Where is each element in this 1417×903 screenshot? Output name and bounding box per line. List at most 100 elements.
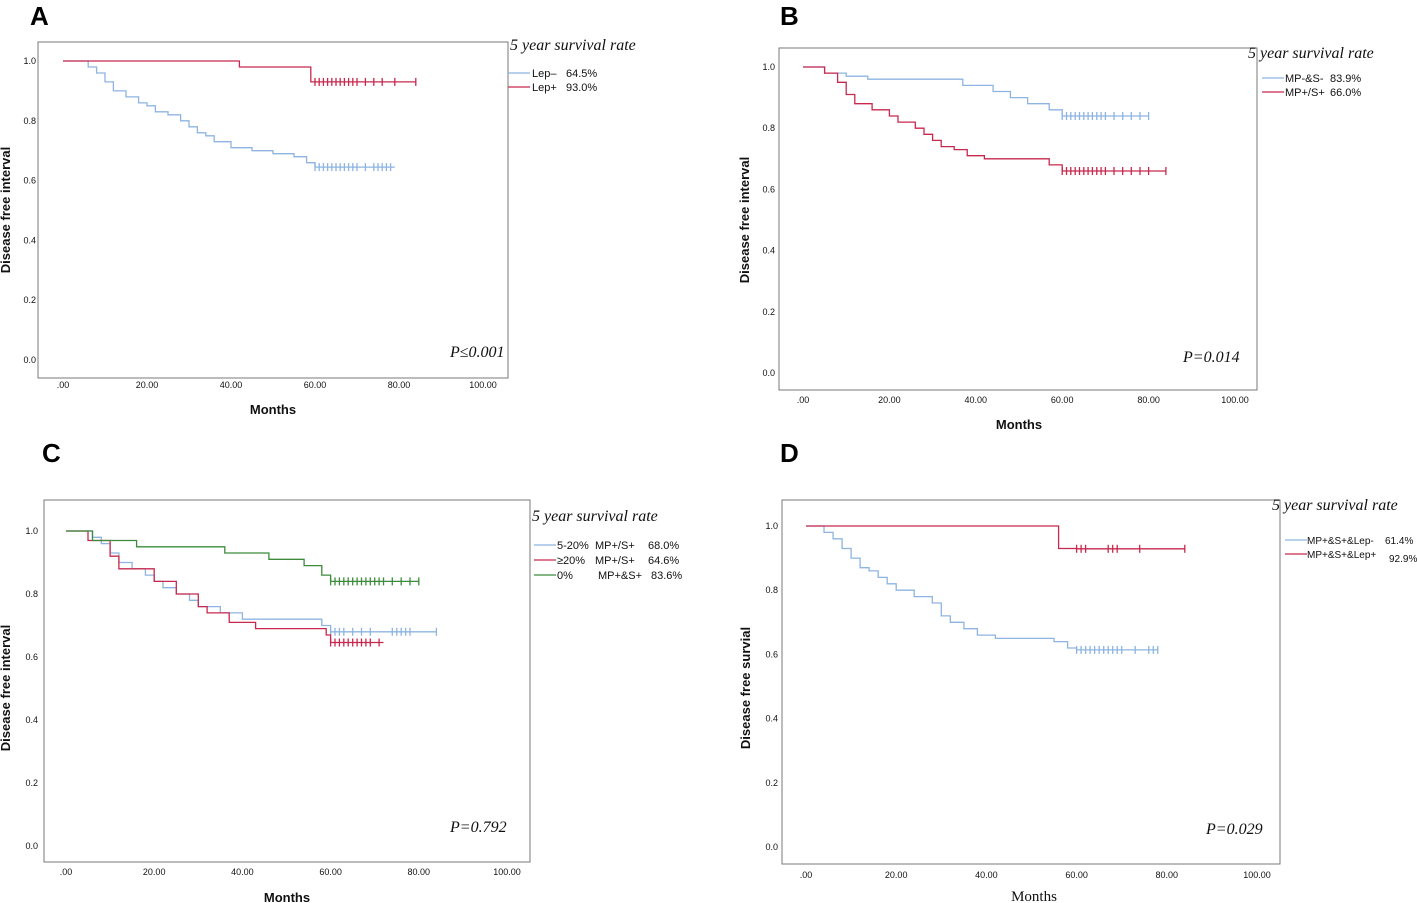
panel-b: B .00 20.00 40.00 60.00 80.00 100.00 0.0 0.2 0.4… (737, 1, 1374, 432)
x-axis-label-c: Months (264, 890, 310, 903)
plot-area-d: .00 20.00 40.00 60.00 80.00 100.00 0.0 0.2 0.4 0.… (765, 521, 1270, 880)
y-tick-label-b: 0.8 (762, 123, 775, 133)
y-tick-label-c: 0.0 (25, 841, 38, 851)
x-tick-label-c: .00 (60, 867, 73, 877)
x-tick-label-d: .00 (800, 870, 813, 880)
x-tick-label-c: 40.00 (231, 867, 254, 877)
y-tick-label-c: 1.0 (25, 526, 38, 536)
legend-label-lep-neg-d: MP+&S+&Lep- (1307, 536, 1374, 547)
x-tick-label-d: 100.00 (1243, 870, 1271, 880)
x-tick-label-b: 100.00 (1221, 395, 1249, 405)
y-tick-label-b: 0.4 (762, 246, 775, 256)
legend-rate-ge20: 64.6% (648, 555, 679, 567)
y-tick-label-d: 0.2 (765, 778, 778, 788)
y-tick-label-a: 0.0 (23, 355, 36, 365)
x-tick-label-b: 80.00 (1137, 395, 1160, 405)
legend-a: Lep– 64.5% Lep+ 93.0% (508, 68, 597, 94)
x-axis-label-d: Months (1011, 889, 1057, 903)
x-tick-label-d: 60.00 (1065, 870, 1088, 880)
x-tick-label-a: 20.00 (136, 380, 159, 390)
x-tick-label-b: 60.00 (1051, 395, 1074, 405)
legend-rate-lep-neg-d: 61.4% (1385, 536, 1413, 547)
y-tick-label-a: 1.0 (23, 56, 36, 66)
legend-rate-5-20: 68.0% (648, 540, 679, 552)
y-tick-label-b: 0.2 (762, 307, 775, 317)
plot-frame-d (781, 499, 1281, 865)
x-tick-label-c: 100.00 (493, 867, 521, 877)
x-tick-label-c: 20.00 (143, 867, 166, 877)
x-tick-label-d: 80.00 (1156, 870, 1179, 880)
legend-title-a: 5 year survival rate (510, 37, 636, 54)
legend-label-lep-neg: Lep– (532, 68, 557, 80)
x-tick-label-a: 40.00 (220, 380, 243, 390)
x-tick-label-d: 20.00 (885, 870, 908, 880)
y-tick-label-b: 0.0 (762, 368, 775, 378)
plot-frame-c (43, 499, 531, 863)
x-tick-label-b: 20.00 (878, 395, 901, 405)
plot-area-a: .00 20.00 40.00 60.00 80.00 100.00 0.0 0.2 0.4 0.… (23, 56, 496, 390)
x-tick-label-a: .00 (57, 380, 70, 390)
panel-d: D .00 20.00 40.00 60.00 80.00 100.00 0.0 0.2 0.4… (738, 438, 1417, 903)
legend-group-5-20: MP+/S+ (595, 540, 635, 552)
y-tick-label-c: 0.2 (25, 778, 38, 788)
km-curve-c-20 (66, 530, 384, 644)
y-tick-label-b: 0.6 (762, 184, 775, 194)
km-curve-a-lep (63, 60, 395, 168)
legend-label-0: 0% (557, 570, 573, 582)
legend-b: MP-&S- 83.9% MP+/S+ 66.0% (1262, 73, 1361, 99)
x-tick-label-c: 80.00 (408, 867, 431, 877)
legend-label-mp-pos: MP+/S+ (1285, 87, 1325, 99)
p-value-d: P=0.029 (1205, 821, 1263, 838)
legend-label-lep-pos: Lep+ (532, 82, 557, 94)
legend-d: MP+&S+&Lep- 61.4% MP+&S+&Lep+ 92.9% (1285, 536, 1417, 565)
y-axis-label-b: Disease free interval (737, 157, 752, 283)
plot-frame-a (37, 41, 509, 379)
p-value-b: P=0.014 (1182, 349, 1240, 366)
plot-area-b: .00 20.00 40.00 60.00 80.00 100.00 0.0 0.2 0.4 0.… (762, 62, 1248, 405)
y-axis-label-d: Disease free survial (738, 627, 753, 749)
km-curve-b-mp-s (803, 66, 1149, 117)
y-tick-label-d: 0.0 (765, 842, 778, 852)
legend-title-b: 5 year survival rate (1248, 45, 1374, 62)
x-tick-label-a: 80.00 (388, 380, 411, 390)
y-tick-label-d: 1.0 (765, 521, 778, 531)
y-tick-label-c: 0.4 (25, 715, 38, 725)
panel-a: A .00 20.00 40.00 60.00 80.00 100.00 0.0 0.2 0.4… (0, 1, 636, 417)
legend-c: 5-20% MP+/S+ 68.0% ≥20% MP+/S+ 64.6% 0% … (534, 540, 682, 582)
legend-rate-lep-pos-d: 92.9% (1389, 554, 1417, 565)
km-curve-d-mp-s-lep (806, 525, 1185, 550)
y-tick-label-c: 0.6 (25, 652, 38, 662)
legend-rate-mp-pos: 66.0% (1330, 87, 1361, 99)
y-tick-label-b: 1.0 (762, 62, 775, 72)
panel-c: C .00 20.00 40.00 60.00 80.00 100.00 0.0 0.2 0.4… (0, 438, 682, 903)
panel-letter-d: D (780, 438, 799, 468)
y-axis-label-c: Disease free interval (0, 625, 13, 751)
legend-group-ge20: MP+/S+ (595, 555, 635, 567)
x-tick-label-b: .00 (797, 395, 810, 405)
x-tick-label-b: 40.00 (965, 395, 988, 405)
y-tick-label-a: 0.2 (23, 295, 36, 305)
km-curve-a-lep (63, 60, 416, 83)
x-axis-label-a: Months (250, 402, 296, 417)
y-tick-label-c: 0.8 (25, 589, 38, 599)
legend-title-d: 5 year survival rate (1272, 497, 1398, 514)
legend-label-mp-neg: MP-&S- (1285, 73, 1324, 85)
x-axis-label-b: Months (996, 417, 1042, 432)
y-axis-label-a: Disease free interval (0, 147, 13, 273)
panel-letter-a: A (30, 1, 49, 31)
p-value-a: P≤0.001 (449, 344, 505, 361)
y-tick-label-d: 0.6 (765, 649, 778, 659)
y-tick-label-d: 0.4 (765, 714, 778, 724)
legend-rate-lep-neg: 64.5% (566, 68, 597, 80)
x-tick-label-d: 40.00 (975, 870, 998, 880)
legend-rate-lep-pos: 93.0% (566, 82, 597, 94)
y-tick-label-d: 0.8 (765, 585, 778, 595)
x-tick-label-a: 60.00 (304, 380, 327, 390)
x-tick-label-a: 100.00 (469, 380, 497, 390)
legend-label-lep-pos-d: MP+&S+&Lep+ (1307, 550, 1376, 561)
legend-label-ge20: ≥20% (557, 555, 585, 567)
km-curve-c-0 (66, 530, 419, 583)
legend-rate-0: 83.6% (651, 570, 682, 582)
legend-rate-mp-neg: 83.9% (1330, 73, 1361, 85)
